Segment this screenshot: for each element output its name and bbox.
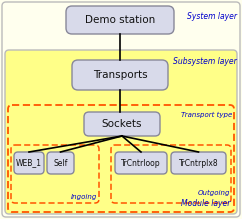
Text: Sockets: Sockets	[102, 119, 142, 129]
Text: Subsystem layer: Subsystem layer	[173, 57, 237, 66]
FancyBboxPatch shape	[72, 60, 168, 90]
FancyBboxPatch shape	[84, 112, 160, 136]
FancyBboxPatch shape	[171, 152, 226, 174]
FancyBboxPatch shape	[11, 145, 99, 203]
Text: System layer: System layer	[187, 12, 237, 21]
FancyBboxPatch shape	[115, 152, 167, 174]
Text: TrCntrplx8: TrCntrplx8	[179, 159, 218, 168]
Text: Demo station: Demo station	[85, 15, 155, 25]
FancyBboxPatch shape	[66, 6, 174, 34]
Text: WEB_1: WEB_1	[16, 159, 42, 168]
Text: Transport type: Transport type	[181, 112, 232, 118]
Text: Module layer: Module layer	[181, 199, 230, 208]
FancyBboxPatch shape	[47, 152, 74, 174]
Text: Self: Self	[53, 159, 68, 168]
FancyBboxPatch shape	[8, 105, 234, 212]
FancyBboxPatch shape	[111, 145, 231, 203]
FancyBboxPatch shape	[5, 50, 237, 214]
Text: TrCntrloop: TrCntrloop	[121, 159, 161, 168]
Text: Ingoing: Ingoing	[71, 194, 97, 200]
FancyBboxPatch shape	[14, 152, 44, 174]
Text: Outgoing: Outgoing	[197, 190, 230, 196]
FancyBboxPatch shape	[2, 2, 240, 217]
Text: Transports: Transports	[93, 70, 147, 80]
